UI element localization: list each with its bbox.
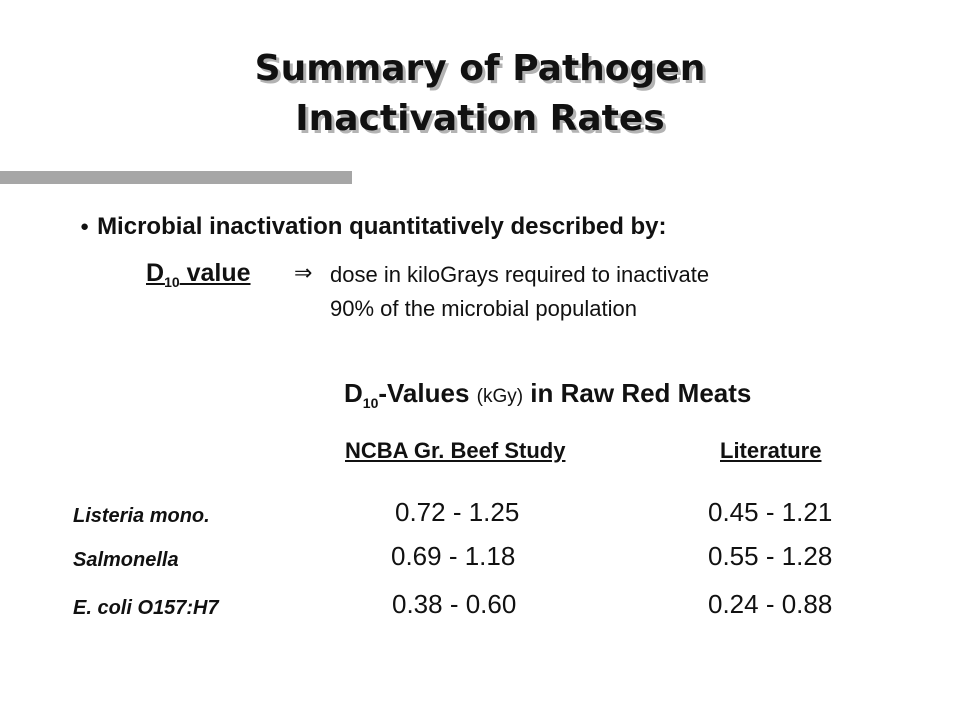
d10-definition-line-2: 90% of the microbial population (330, 296, 637, 321)
ncba-value: 0.69 - 1.18 (391, 541, 516, 571)
column-header-literature: Literature (720, 438, 822, 463)
table-title-rest: in Raw Red Meats (523, 378, 752, 408)
d10-definition-line-1: dose in kiloGrays required to inactivate (330, 262, 710, 287)
table-title-subscript: 10 (362, 395, 379, 411)
table-row: E. coli O157:H7 0.38 - 0.60 0.24 - 0.88 (0, 586, 960, 626)
bullet-dot-icon: ● (80, 218, 90, 235)
literature-value: 0.45 - 1.21 (708, 497, 833, 527)
organism-name: E. coli O157:H7 (73, 597, 219, 619)
table-title-d: D (344, 378, 363, 408)
d10-definition: dose in kiloGrays required to inactivate… (330, 258, 709, 326)
column-header-ncba: NCBA Gr. Beef Study (345, 438, 566, 463)
table-row: Salmonella 0.69 - 1.18 0.55 - 1.28 (0, 538, 960, 578)
d10-value-term: D10 value (146, 256, 251, 299)
literature-value: 0.24 - 0.88 (708, 589, 833, 619)
ncba-value: 0.38 - 0.60 (392, 589, 517, 619)
d10-term-subscript: 10 (164, 274, 180, 290)
bullet-text: Microbial inactivation quantitatively de… (97, 213, 667, 240)
table-title-unit: (kGy) (476, 386, 524, 407)
implies-arrow-icon: ⇒ (294, 261, 313, 286)
literature-value: 0.55 - 1.28 (708, 541, 833, 571)
slide-title-line-1: Summary of Pathogen (254, 48, 706, 89)
d10-term-letter: D (146, 259, 165, 287)
table-title: D10-Values (kGy) in Raw Red Meats (344, 376, 751, 420)
slide-title-line-2: Inactivation Rates (295, 98, 665, 139)
table-title-values: -Values (378, 378, 477, 408)
table-row: Listeria mono. 0.72 - 1.25 0.45 - 1.21 (0, 494, 960, 534)
ncba-value: 0.72 - 1.25 (395, 497, 520, 527)
slide-title: Summary of Pathogen Inactivation Rates (0, 44, 960, 144)
organism-name: Salmonella (73, 549, 179, 571)
bullet-item: ● Microbial inactivation quantitatively d… (80, 211, 667, 246)
title-accent-bar (0, 171, 352, 184)
organism-name: Listeria mono. (73, 505, 210, 527)
d10-term-suffix: value (179, 259, 251, 287)
